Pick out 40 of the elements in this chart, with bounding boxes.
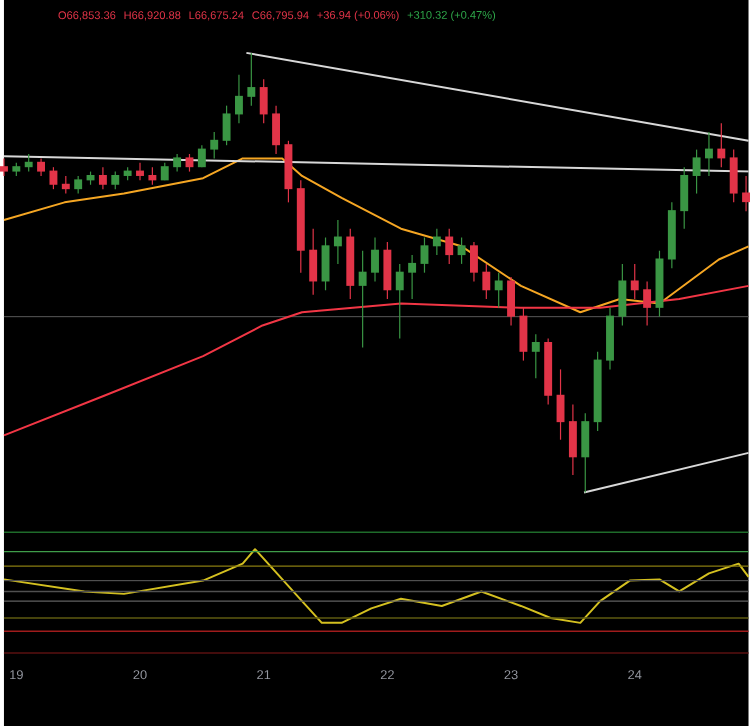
candlestick xyxy=(259,78,268,124)
candlestick xyxy=(531,333,540,379)
candlestick xyxy=(210,131,219,159)
candlestick xyxy=(395,262,404,339)
candlestick xyxy=(136,161,144,181)
candlestick xyxy=(371,236,379,282)
candlestick xyxy=(222,104,231,146)
candlestick xyxy=(581,412,590,493)
candlestick xyxy=(494,271,503,309)
candlestick xyxy=(98,166,107,190)
candlestick xyxy=(704,131,713,177)
candlestick xyxy=(383,240,392,300)
candlestick xyxy=(358,249,367,348)
candlestick xyxy=(457,236,466,265)
candlestick xyxy=(432,227,441,256)
candlestick xyxy=(643,280,652,326)
candlestick xyxy=(197,144,206,168)
candlestick xyxy=(0,157,8,177)
candlestick xyxy=(717,122,726,168)
candlestick xyxy=(630,262,639,300)
candlestick xyxy=(420,236,429,273)
candlestick xyxy=(568,403,577,476)
candlestick xyxy=(445,227,454,265)
candlestick xyxy=(680,166,689,229)
candlestick xyxy=(235,73,243,124)
candlestick xyxy=(284,139,293,203)
candlestick xyxy=(470,240,478,282)
candlestick xyxy=(606,306,614,370)
candlestick xyxy=(482,262,491,300)
candlestick xyxy=(408,254,417,300)
candlestick xyxy=(618,262,627,326)
candlestick xyxy=(507,276,516,326)
candlestick xyxy=(309,227,318,295)
candlestick xyxy=(247,51,256,106)
candlestick xyxy=(692,148,701,194)
candlestick xyxy=(333,218,342,265)
candlestick xyxy=(519,306,528,361)
candlestick xyxy=(272,104,281,155)
candlestick xyxy=(49,166,58,190)
candlestick xyxy=(729,148,738,203)
